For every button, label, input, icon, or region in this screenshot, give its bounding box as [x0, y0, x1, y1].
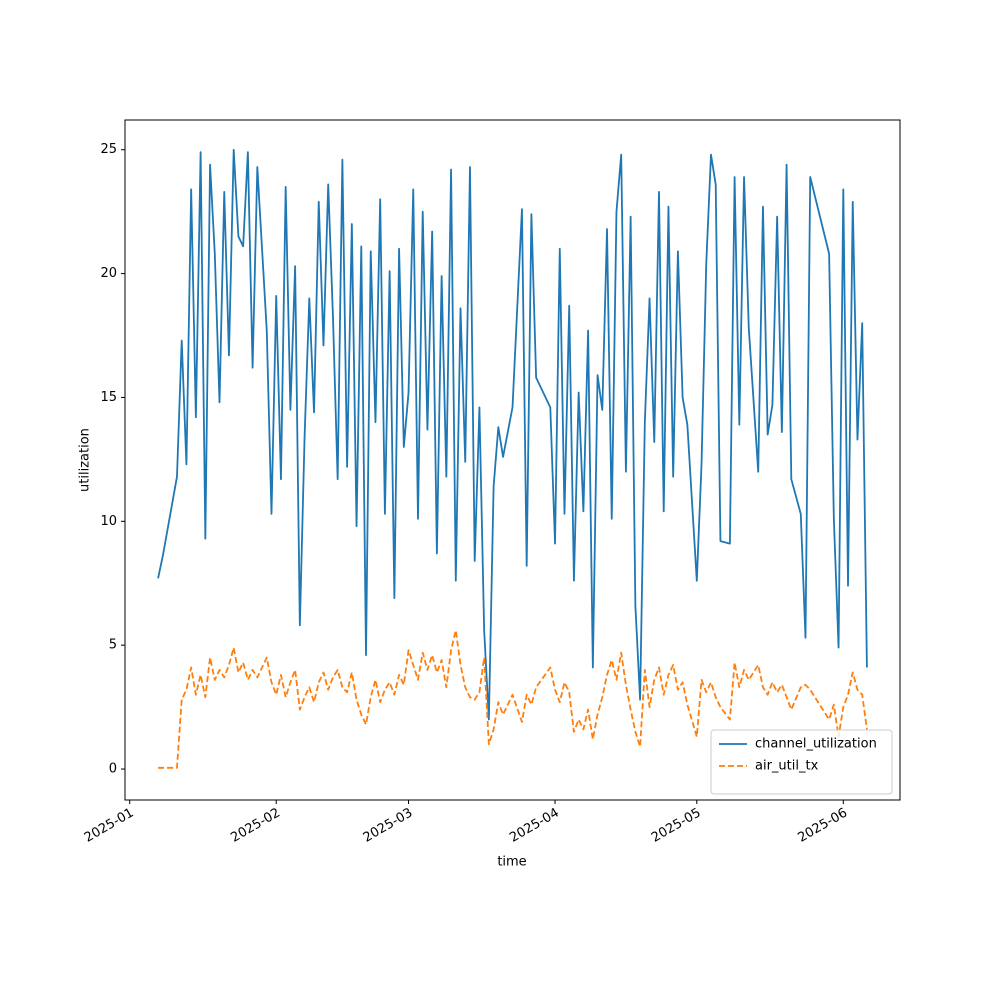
y-tick-label: 0 — [109, 762, 117, 777]
y-tick-label: 10 — [100, 514, 117, 529]
y-tick-label: 15 — [100, 390, 117, 405]
background — [0, 0, 1000, 1000]
x-axis-label: time — [497, 855, 526, 870]
chart: time utilization 05101520252025-012025-0… — [0, 0, 1000, 1000]
legend-label: air_util_tx — [755, 759, 819, 774]
legend-label: channel_utilization — [755, 737, 877, 752]
legend: channel_utilization air_util_tx — [711, 730, 892, 794]
y-axis-label: utilization — [78, 428, 93, 492]
y-tick-label: 20 — [100, 266, 117, 281]
y-tick-label: 25 — [100, 142, 117, 157]
y-tick-label: 5 — [109, 638, 117, 653]
